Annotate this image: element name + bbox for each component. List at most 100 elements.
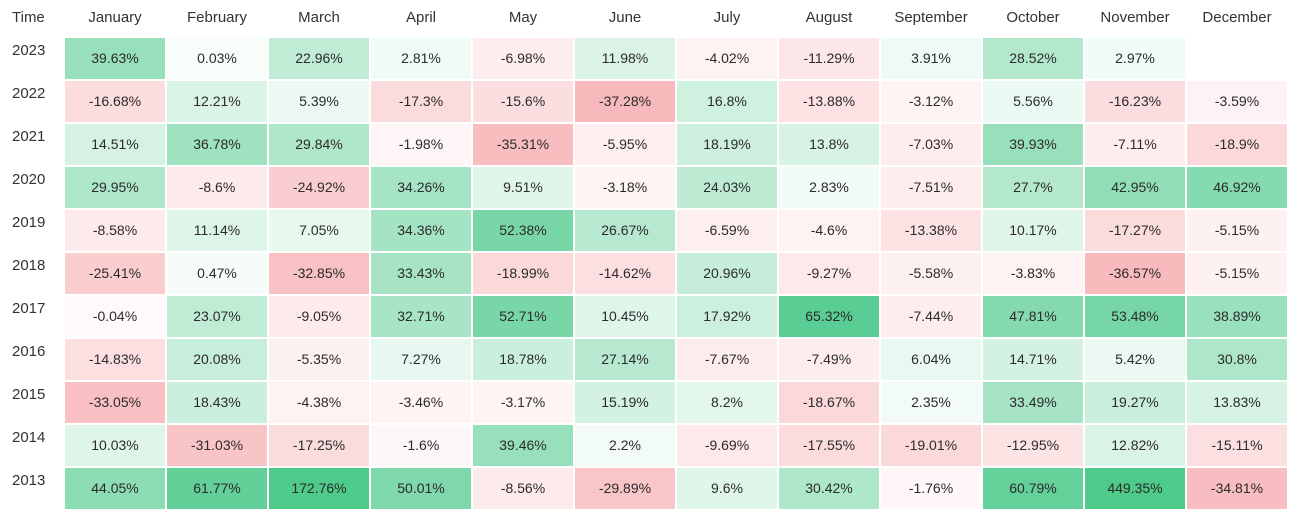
heatmap-cell-2019-november: -17.27%: [1085, 210, 1185, 251]
heatmap-cell-2021-may: -35.31%: [473, 124, 573, 165]
heatmap-cell-2014-january: 10.03%: [65, 425, 165, 466]
column-header-june: June: [608, 9, 642, 26]
heatmap-cell-2018-march: -32.85%: [269, 253, 369, 294]
heatmap-cell-2018-august: -9.27%: [779, 253, 879, 294]
heatmap-cell-2019-july: -6.59%: [677, 210, 777, 251]
heatmap-cell-2018-may: -18.99%: [473, 253, 573, 294]
column-header-july: July: [713, 9, 741, 26]
heatmap-cell-2020-july: 24.03%: [677, 167, 777, 208]
heatmap-cell-2021-february: 36.78%: [167, 124, 267, 165]
heatmap-cell-2023-may: -6.98%: [473, 38, 573, 79]
heatmap-cell-2022-june: -37.28%: [575, 81, 675, 122]
heatmap-cell-2023-june: 11.98%: [575, 38, 675, 79]
heatmap-cell-2015-september: 2.35%: [881, 382, 981, 423]
heatmap-cell-2021-november: -7.11%: [1085, 124, 1185, 165]
heatmap-cell-2015-april: -3.46%: [371, 382, 471, 423]
heatmap-cell-2023-july: -4.02%: [677, 38, 777, 79]
heatmap-cell-2013-september: -1.76%: [881, 468, 981, 509]
heatmap-cell-2017-november: 53.48%: [1085, 296, 1185, 337]
column-header-august: August: [805, 9, 853, 26]
heatmap-cell-2016-january: -14.83%: [65, 339, 165, 380]
heatmap-cell-2022-october: 5.56%: [983, 81, 1083, 122]
heatmap-cell-2013-august: 30.42%: [779, 468, 879, 509]
heatmap-cell-2014-february: -31.03%: [167, 425, 267, 466]
heatmap-cell-2015-december: 13.83%: [1187, 382, 1287, 423]
row-label-2018: 2018: [12, 257, 46, 274]
heatmap-cell-2023-december: [1187, 38, 1287, 79]
heatmap-cell-2016-march: -5.35%: [269, 339, 369, 380]
heatmap-cell-2022-december: -3.59%: [1187, 81, 1287, 122]
heatmap-cell-2022-july: 16.8%: [677, 81, 777, 122]
heatmap-cell-2020-february: -8.6%: [167, 167, 267, 208]
heatmap-cell-2022-april: -17.3%: [371, 81, 471, 122]
heatmap-cell-2019-may: 52.38%: [473, 210, 573, 251]
heatmap-cell-2017-october: 47.81%: [983, 296, 1083, 337]
heatmap-cell-2022-february: 12.21%: [167, 81, 267, 122]
heatmap-cell-2017-january: -0.04%: [65, 296, 165, 337]
corner-label: Time: [12, 9, 45, 26]
row-label-2021: 2021: [12, 128, 46, 145]
heatmap-cell-2020-august: 2.83%: [779, 167, 879, 208]
heatmap-cell-2018-april: 33.43%: [371, 253, 471, 294]
row-label-2023: 2023: [12, 42, 46, 59]
heatmap-cell-2020-january: 29.95%: [65, 167, 165, 208]
row-label-2013: 2013: [12, 472, 46, 489]
heatmap-cell-2016-june: 27.14%: [575, 339, 675, 380]
heatmap-cell-2018-january: -25.41%: [65, 253, 165, 294]
heatmap-cell-2013-may: -8.56%: [473, 468, 573, 509]
heatmap-cell-2018-october: -3.83%: [983, 253, 1083, 294]
heatmap-cell-2016-november: 5.42%: [1085, 339, 1185, 380]
heatmap-cell-2015-january: -33.05%: [65, 382, 165, 423]
heatmap-cell-2013-december: -34.81%: [1187, 468, 1287, 509]
row-label-2022: 2022: [12, 85, 46, 102]
heatmap-cell-2013-march: 172.76%: [269, 468, 369, 509]
heatmap-cell-2021-october: 39.93%: [983, 124, 1083, 165]
heatmap-cell-2016-october: 14.71%: [983, 339, 1083, 380]
heatmap-cell-2016-april: 7.27%: [371, 339, 471, 380]
heatmap-cell-2017-may: 52.71%: [473, 296, 573, 337]
heatmap-cell-2014-july: -9.69%: [677, 425, 777, 466]
column-header-march: March: [298, 9, 340, 26]
heatmap-cell-2023-september: 3.91%: [881, 38, 981, 79]
heatmap-cell-2019-april: 34.36%: [371, 210, 471, 251]
heatmap-cell-2017-august: 65.32%: [779, 296, 879, 337]
heatmap-cell-2017-july: 17.92%: [677, 296, 777, 337]
heatmap-cell-2020-april: 34.26%: [371, 167, 471, 208]
row-label-2020: 2020: [12, 171, 46, 188]
heatmap-cell-2020-may: 9.51%: [473, 167, 573, 208]
heatmap-cell-2023-march: 22.96%: [269, 38, 369, 79]
heatmap-cell-2022-march: 5.39%: [269, 81, 369, 122]
heatmap-cell-2017-september: -7.44%: [881, 296, 981, 337]
column-header-december: December: [1202, 9, 1272, 26]
heatmap-cell-2022-november: -16.23%: [1085, 81, 1185, 122]
column-header-january: January: [88, 9, 142, 26]
heatmap-cell-2023-october: 28.52%: [983, 38, 1083, 79]
heatmap-cell-2015-march: -4.38%: [269, 382, 369, 423]
heatmap-cell-2014-september: -19.01%: [881, 425, 981, 466]
column-header-april: April: [405, 9, 436, 26]
heatmap-cell-2013-february: 61.77%: [167, 468, 267, 509]
column-header-september: September: [894, 9, 968, 26]
heatmap-cell-2015-may: -3.17%: [473, 382, 573, 423]
heatmap-cell-2018-september: -5.58%: [881, 253, 981, 294]
heatmap-cell-2017-april: 32.71%: [371, 296, 471, 337]
heatmap-cell-2018-july: 20.96%: [677, 253, 777, 294]
row-label-2015: 2015: [12, 386, 46, 403]
heatmap-cell-2014-june: 2.2%: [575, 425, 675, 466]
heatmap-cell-2022-may: -15.6%: [473, 81, 573, 122]
heatmap-cell-2014-november: 12.82%: [1085, 425, 1185, 466]
heatmap-cell-2018-february: 0.47%: [167, 253, 267, 294]
heatmap-cell-2017-june: 10.45%: [575, 296, 675, 337]
heatmap-cell-2020-november: 42.95%: [1085, 167, 1185, 208]
heatmap-cell-2014-december: -15.11%: [1187, 425, 1287, 466]
heatmap-cell-2014-march: -17.25%: [269, 425, 369, 466]
heatmap-cell-2022-august: -13.88%: [779, 81, 879, 122]
heatmap-cell-2018-december: -5.15%: [1187, 253, 1287, 294]
heatmap-cell-2018-june: -14.62%: [575, 253, 675, 294]
heatmap-cell-2015-june: 15.19%: [575, 382, 675, 423]
heatmap-cell-2020-october: 27.7%: [983, 167, 1083, 208]
heatmap-cell-2019-june: 26.67%: [575, 210, 675, 251]
row-label-2017: 2017: [12, 300, 46, 317]
heatmap-cell-2014-may: 39.46%: [473, 425, 573, 466]
